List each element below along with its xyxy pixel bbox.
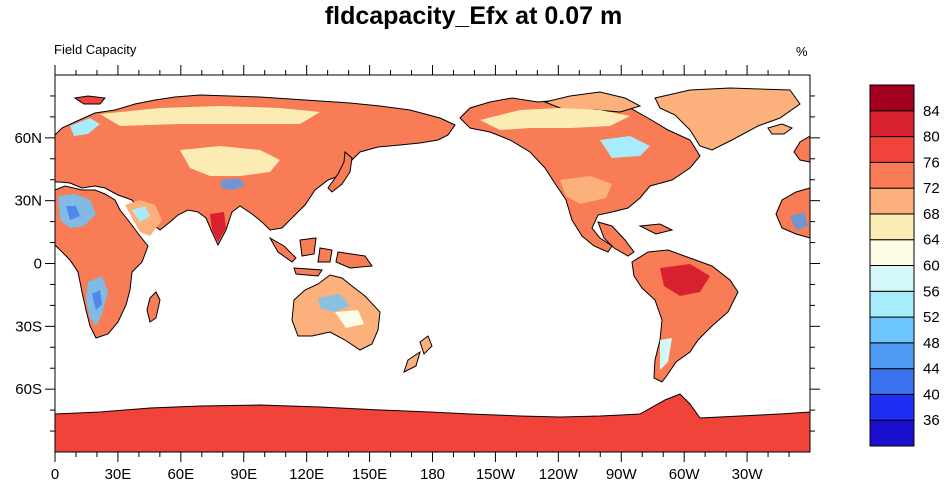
caribbean-islands (638, 223, 674, 235)
colorbar-swatch (869, 342, 915, 370)
longitude-tick-label: 90W (606, 466, 638, 483)
colorbar-swatch (869, 84, 915, 112)
longitude-tick-label: 120E (289, 466, 324, 483)
field-capacity-patches (58, 106, 808, 370)
longitude-tick-label: 60E (167, 466, 194, 483)
longitude-tick-label: 120W (539, 466, 579, 483)
latitude-tick-label: 0 (34, 256, 42, 273)
land-layer (54, 87, 811, 453)
latitude-ticks: 60N 30N 0 30S 60S (14, 95, 820, 432)
colorbar-label: 80 (923, 129, 940, 146)
colorbar-label: 56 (923, 283, 940, 300)
india-high-values (210, 212, 226, 242)
greenland-landmass (654, 87, 801, 151)
madagascar-landmass (146, 291, 161, 323)
colorbar-label: 60 (923, 258, 940, 275)
colorbar-swatch (869, 239, 915, 266)
australia-interior-blue-patch (318, 294, 350, 312)
sahara-blue-patch (66, 206, 80, 220)
colorbar-swatch (869, 316, 915, 344)
japan-landmass (327, 150, 353, 193)
colorbar-label: 64 (923, 232, 940, 249)
colorbar: 36 40 44 48 52 56 60 64 68 72 76 80 84 (869, 84, 940, 447)
longitude-tick-label: 0 (51, 466, 59, 483)
latitude-tick-label: 30S (15, 318, 42, 335)
colorbar-swatch (869, 187, 915, 215)
central-asia-blue-patch (220, 178, 246, 190)
colorbar-swatch (869, 265, 915, 292)
central-america-landmass (597, 221, 635, 257)
scandinavia-cyan-patch (70, 118, 100, 136)
longitude-tick-label: 150E (352, 466, 387, 483)
map-title: fldcapacity_Efx at 0.07 m (324, 2, 623, 30)
maritime-southeast-asia (268, 236, 373, 277)
latitude-tick-label: 60N (14, 130, 42, 147)
hudson-bay-cyan-patch (600, 136, 650, 158)
longitude-tick-label: 30E (105, 466, 132, 483)
australia-interior-pale-patch (335, 310, 364, 328)
iceland-landmass (767, 123, 794, 135)
new-zealand-landmass (403, 335, 433, 373)
latitude-tick-label: 30N (14, 193, 42, 210)
south-america-landmass (631, 249, 739, 383)
colorbar-swatch (869, 290, 915, 318)
colorbar-swatch (869, 368, 915, 395)
canada-pale-band (480, 108, 630, 130)
colorbar-swatch (869, 136, 915, 163)
antarctica-landmass (54, 393, 811, 453)
colorbar-swatch (869, 110, 915, 138)
amazon-high-values (660, 264, 710, 296)
colorbar-label: 72 (923, 180, 940, 197)
great-plains-pale-patch (560, 176, 612, 204)
longitude-tick-label: 60W (669, 466, 701, 483)
colorbar-swatch (869, 419, 915, 447)
colorbar-label: 76 (923, 154, 940, 171)
kalahari-blue-patch (92, 290, 102, 310)
central-asia-pale-region (180, 146, 280, 176)
colorbar-label: 40 (923, 386, 940, 403)
longitude-ticks: 0 30E 60E 90E 120E 150E 180 150W 120W 90W 60W 30W (51, 65, 790, 483)
siberia-pale-band (100, 106, 320, 126)
colorbar-swatch (869, 393, 915, 421)
longitude-tick-label: 90E (230, 466, 257, 483)
colorbar-label: 48 (923, 335, 940, 352)
arabia-cyan-patch (132, 206, 150, 222)
colorbar-swatch (869, 161, 915, 189)
colorbar-label: 44 (923, 361, 940, 378)
colorbar-swatch (869, 213, 915, 241)
variable-long-name: Field Capacity (54, 42, 137, 57)
west-sahara-edge-blue-patch (790, 212, 808, 230)
colorbar-label: 84 (923, 103, 940, 120)
colorbar-label: 36 (923, 412, 940, 429)
longitude-tick-label: 150W (476, 466, 516, 483)
patagonia-pale-patch (660, 338, 672, 370)
units-label: % (796, 44, 808, 59)
longitude-tick-label: 30W (732, 466, 764, 483)
longitude-tick-label: 180 (420, 466, 445, 483)
latitude-tick-label: 60S (15, 381, 42, 398)
colorbar-label: 68 (923, 206, 940, 223)
svalbard-landmass (73, 95, 106, 105)
colorbar-label: 52 (923, 309, 940, 326)
